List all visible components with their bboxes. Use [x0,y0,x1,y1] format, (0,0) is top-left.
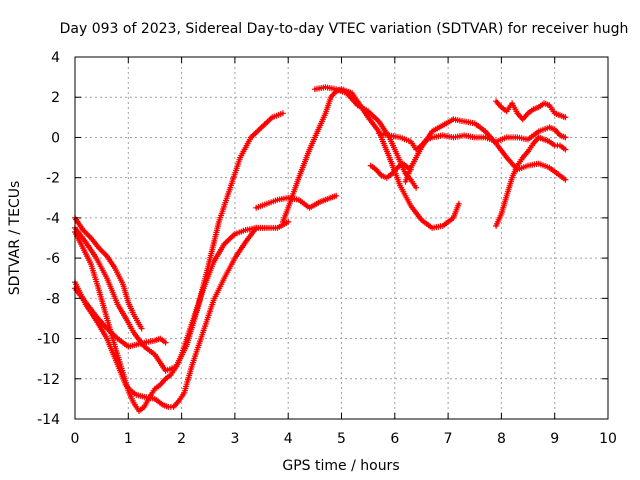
x-tick-label: 4 [284,431,293,447]
series-track-9 [367,160,414,181]
y-tick-label: -4 [46,211,60,227]
series-track-10 [375,124,569,153]
series-markers [367,160,414,181]
grid-lines [75,57,608,419]
series-line [73,287,167,348]
series-markers [253,192,340,211]
x-tick-label: 8 [497,431,506,447]
series-track-6 [253,192,340,211]
y-tick-label: 2 [51,90,60,106]
series-track-11 [402,116,569,185]
series-markers [375,124,569,153]
y-axis-label: SDTVAR / TECUs [7,181,23,296]
axis-ticks: 0 1 2 3 4 5 6 7 8 9 10 -14 -12 -10 -8 -6 -4 -2 0 2 4 [37,50,617,447]
x-tick-label: 5 [337,431,346,447]
y-tick-label: 4 [51,50,60,66]
y-tick-label: -10 [37,332,60,348]
x-axis-label: GPS time / hours [282,458,399,474]
series-line [73,112,285,372]
x-tick-label: 10 [599,431,617,447]
series-markers [493,134,569,229]
chart-title: Day 093 of 2023, Sidereal Day-to-day VTE… [60,21,629,37]
y-tick-label: 0 [51,130,60,146]
series-markers [402,116,569,185]
data-series [72,84,569,414]
y-tick-label: -8 [46,291,60,307]
x-tick-label: 3 [230,431,239,447]
y-tick-label: -14 [37,412,60,428]
y-tick-label: -12 [37,372,60,388]
y-tick-label: -2 [46,171,60,187]
y-tick-label: -6 [46,251,60,267]
x-tick-label: 7 [444,431,453,447]
series-markers [72,285,169,350]
series-track-13 [493,98,569,123]
series-markers [493,98,569,123]
x-tick-label: 9 [550,431,559,447]
x-tick-label: 0 [71,431,80,447]
x-tick-label: 2 [177,431,186,447]
series-track-12 [493,134,569,229]
x-tick-label: 6 [390,431,399,447]
x-tick-label: 1 [124,431,133,447]
series-track-5 [72,285,169,350]
